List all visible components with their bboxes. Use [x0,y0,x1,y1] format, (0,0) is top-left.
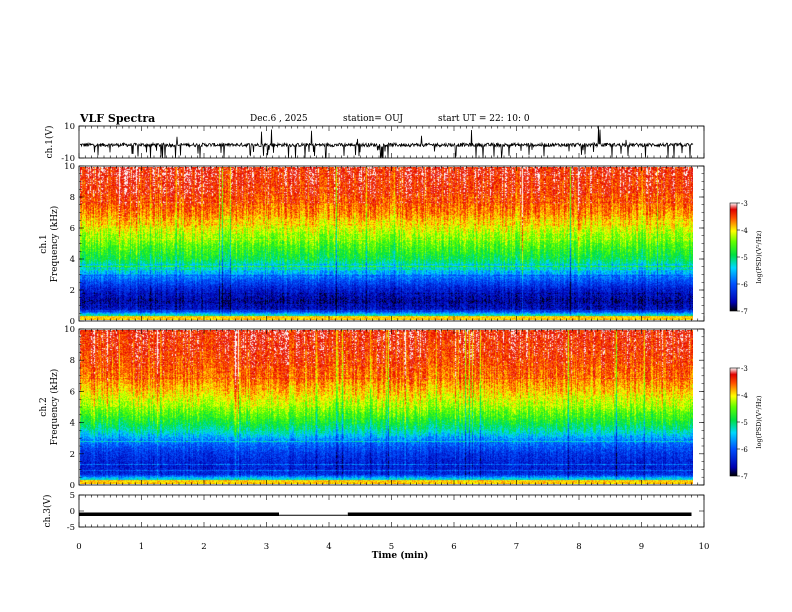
y-tick-label: 10 [64,162,75,172]
colorbar-tick-label: -4 [741,227,748,235]
ch2-spec-ylabel-1: ch.2 [39,397,49,416]
x-tick-label: 7 [514,542,519,552]
ch1-spectrogram-raster [80,167,693,320]
ch2-spec-ylabel-2: Frequency (kHz) [49,369,60,446]
ch1-spec-ylabel-2: Frequency (kHz) [49,206,60,283]
x-axis-label: Time (min) [372,550,429,561]
y-tick-label: 6 [70,224,75,234]
y-tick-label: -10 [61,154,75,164]
ch3-ylabel: ch.3(V) [42,495,53,528]
colorbar-tick-label: -3 [741,200,748,208]
y-tick-label: 5 [70,491,75,501]
x-tick-label: 6 [451,542,456,552]
y-tick-label: 2 [70,450,75,460]
ch1-spec-ylabel-1: ch.1 [39,234,49,253]
chart-title: VLF Spectra [80,112,156,125]
x-tick-label: 3 [264,542,269,552]
y-tick-label: 8 [70,193,75,203]
x-tick-label: 4 [326,542,331,552]
ch2-spectrogram-raster [80,330,693,484]
ch1-colorbar [729,202,738,312]
y-tick-label: 0 [70,317,75,327]
x-tick-label: 2 [201,542,206,552]
colorbar-tick-label: -7 [741,473,748,481]
start-time-label: start UT = 22: 10: 0 [438,114,530,124]
colorbar-tick-label: -4 [741,392,748,400]
ch1-waveform-trace [79,126,694,159]
colorbar-tick-label: -3 [741,365,748,373]
colorbar-tick-label: -5 [741,254,748,262]
x-tick-label: 9 [639,542,644,552]
x-tick-label: 0 [76,542,81,552]
y-tick-label: 8 [70,356,75,366]
ch2-colorbar-label: log(PSD)(V²/Hz) [755,395,763,448]
x-tick-label: 8 [576,542,581,552]
x-tick-label: 1 [139,542,144,552]
date-label: Dec.6 , 2025 [250,114,308,124]
station-label: station= OUJ [343,114,404,124]
y-tick-label: 0 [70,481,75,491]
colorbar-tick-label: -6 [741,281,748,289]
colorbar-ticks: -3 -4 -5 -6 -7 -3 -4 -5 -6 -7 [737,200,748,481]
ch1-colorbar-label: log(PSD)(V²/Hz) [755,230,763,283]
colorbar-tick-label: -6 [741,446,748,454]
y-tick-label: 0 [70,507,75,517]
y-tick-label: 4 [70,419,75,429]
y-tick-label: 4 [70,255,75,265]
y-tick-label: 10 [64,325,75,335]
ch2-colorbar [729,367,738,477]
colorbar-tick-label: -5 [741,419,748,427]
x-tick-label: 10 [699,542,710,552]
x-tick-label: 5 [389,542,394,552]
y-tick-label: -5 [67,523,75,533]
ch1-ylabel: ch.1(V) [44,126,55,159]
colorbar-tick-label: -7 [741,308,748,316]
y-tick-label: 6 [70,387,75,397]
y-tick-label: 10 [64,122,75,132]
y-tick-label: 2 [70,286,75,296]
